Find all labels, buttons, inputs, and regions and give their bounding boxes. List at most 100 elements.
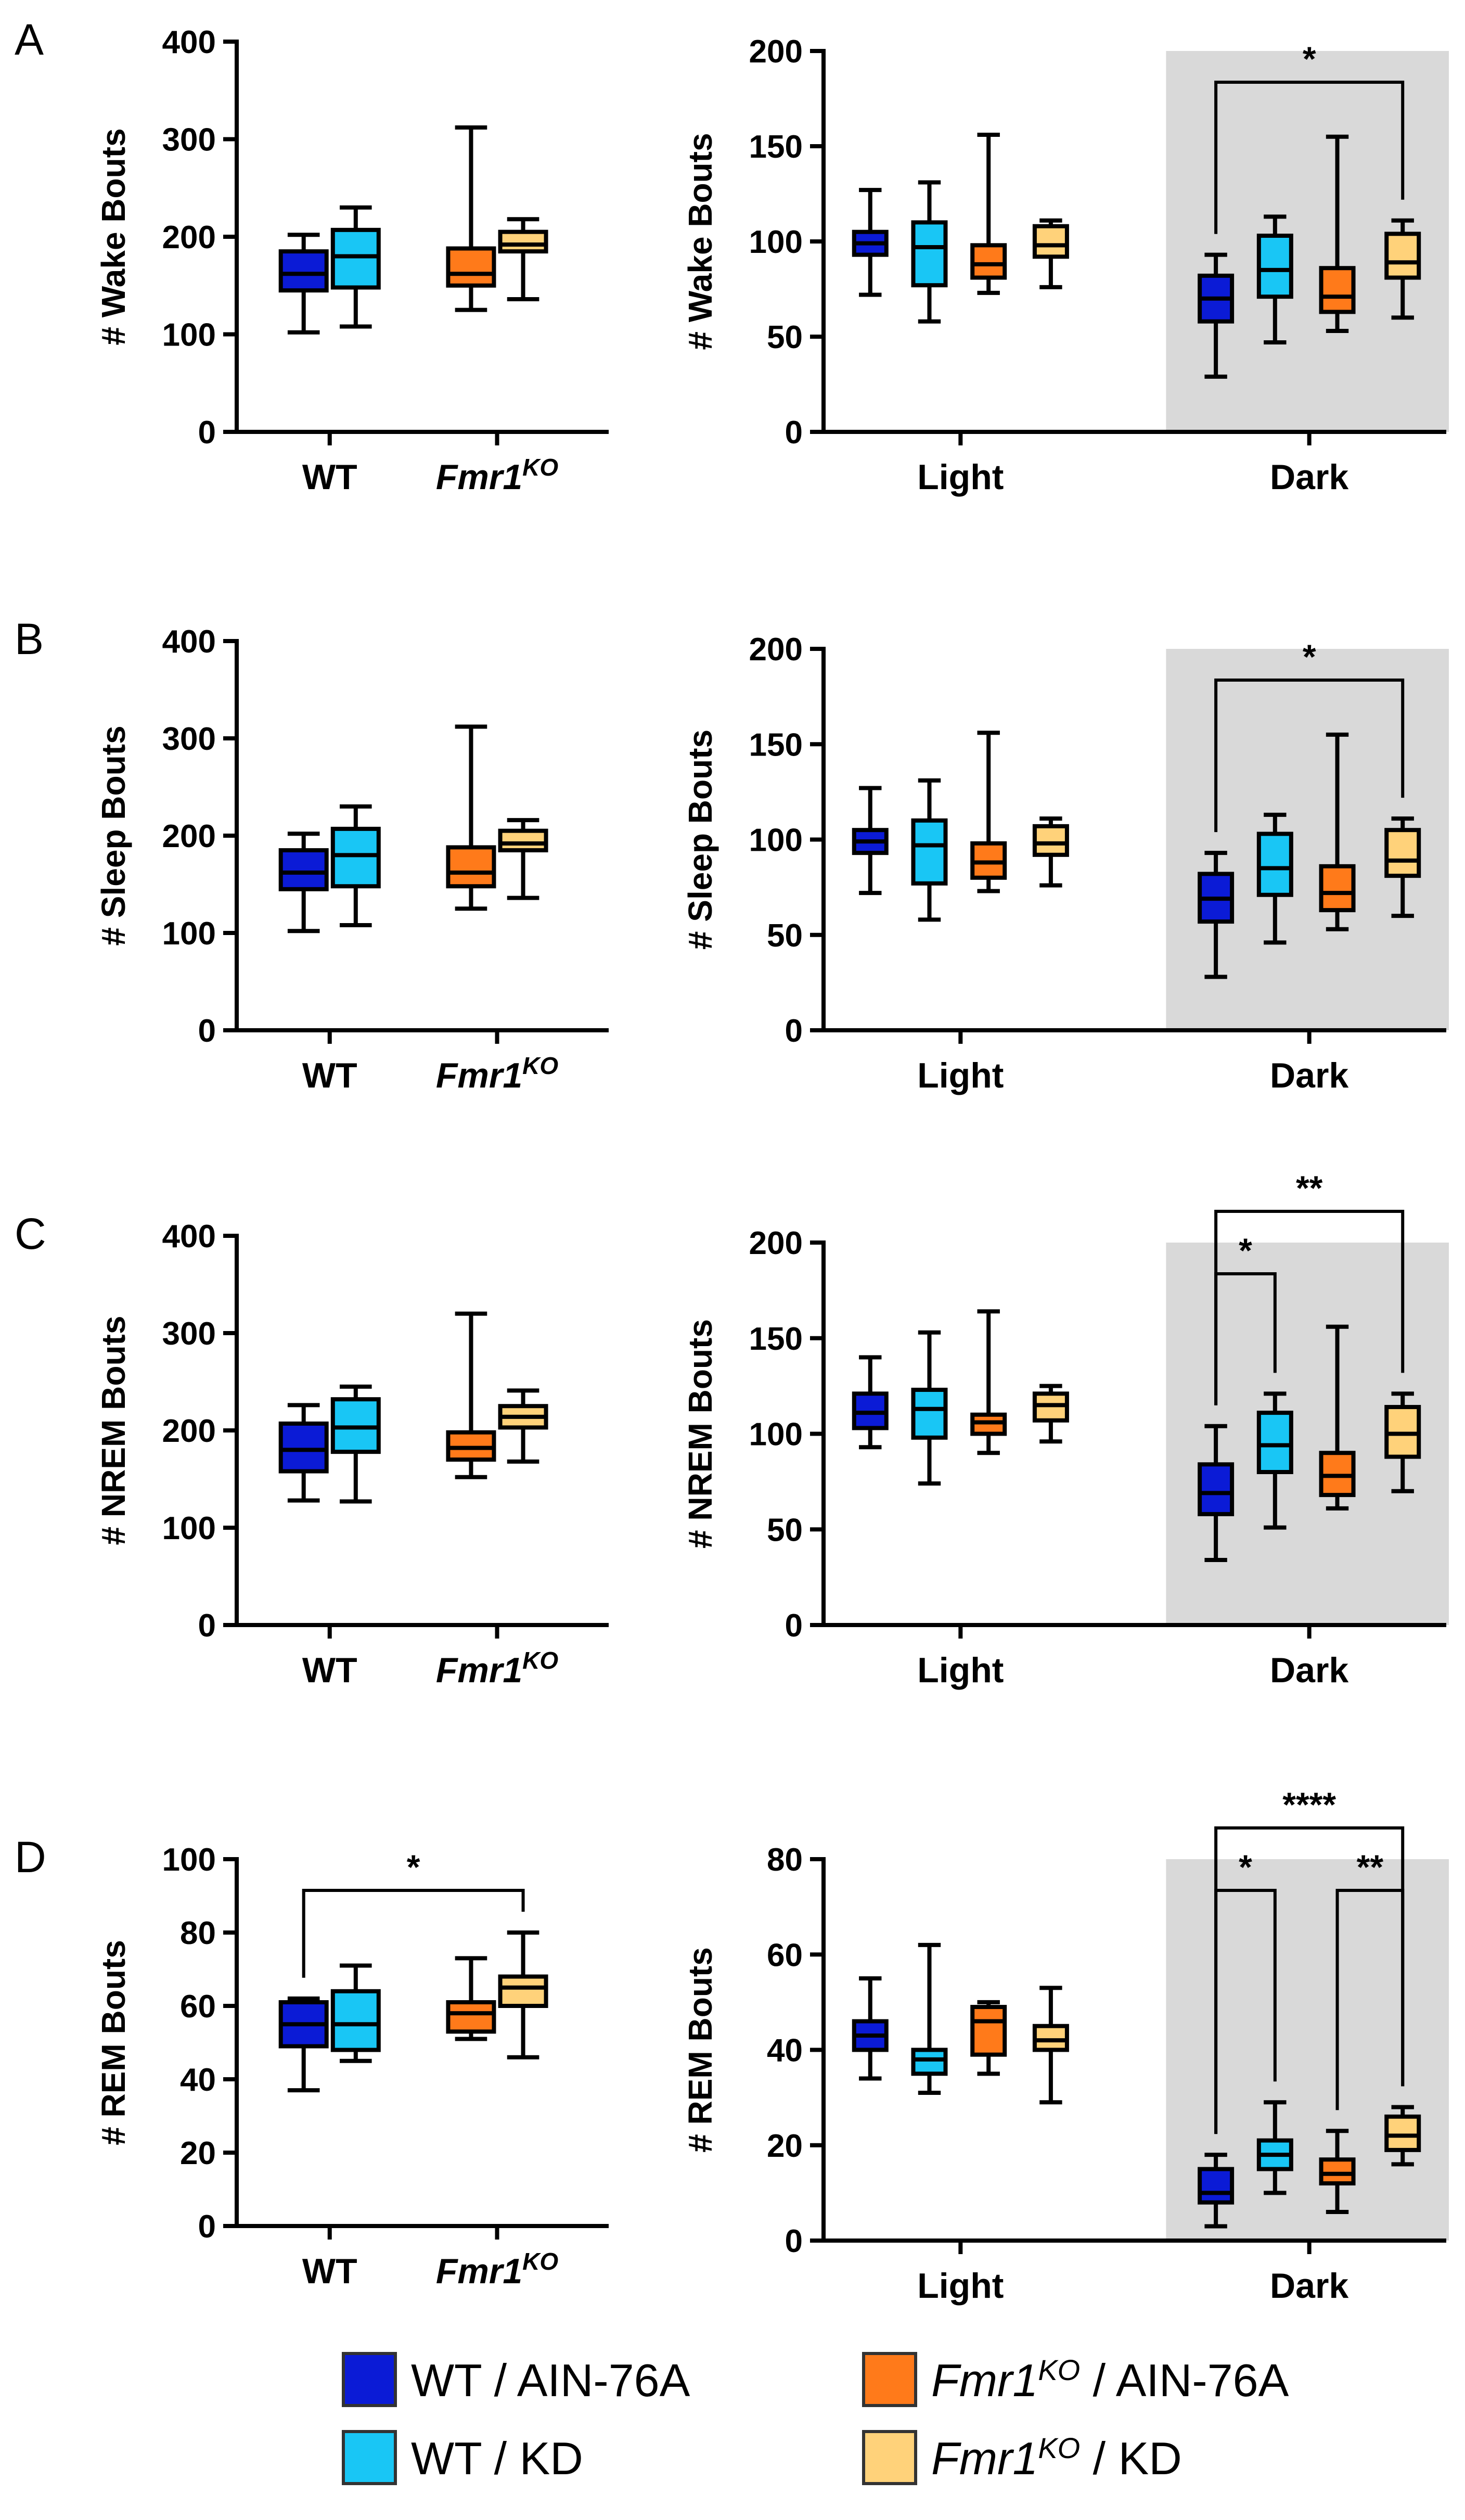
y-tick-label: 20 xyxy=(180,2135,216,2171)
box-wt-ain-76a xyxy=(1198,2153,1235,2229)
x-group-label: WT xyxy=(302,1056,357,1095)
box-fmr1ko-ain-76a xyxy=(1319,134,1356,334)
legend-label: WT / AIN-76A xyxy=(411,2355,690,2406)
box-wt-kd xyxy=(330,1963,381,2063)
box-wt-kd xyxy=(1256,2100,1293,2195)
legend-swatch xyxy=(862,2430,917,2485)
significance-label: * xyxy=(1239,1848,1252,1886)
y-tick-label: 200 xyxy=(749,34,803,70)
y-axis-title: # Wake Bouts xyxy=(682,133,719,350)
box-iqr xyxy=(911,1387,948,1440)
y-tick-label: 50 xyxy=(767,319,803,355)
box-wt-kd xyxy=(1256,214,1293,344)
legend-entry: Fmr1KO / KD xyxy=(862,2430,1182,2485)
y-tick-label: 100 xyxy=(162,1842,216,1878)
box-wt-ain-76a xyxy=(852,786,889,896)
box-iqr xyxy=(970,243,1007,280)
box-fmr1ko-ain-76a xyxy=(446,1311,496,1479)
x-group-label: Light xyxy=(917,2266,1004,2306)
box-wt-ain-76a xyxy=(852,1976,889,2081)
significance-bracket xyxy=(1214,1826,1405,2134)
box-iqr xyxy=(1384,232,1421,280)
y-tick-label: 150 xyxy=(749,129,803,165)
box-iqr xyxy=(1319,266,1356,314)
y-tick-label: 80 xyxy=(180,1915,216,1951)
y-tick-label: 100 xyxy=(749,823,803,859)
box-iqr xyxy=(278,1421,329,1474)
y-tick-label: 200 xyxy=(749,632,803,668)
chart-A-genotype: A # Wake Bouts 0 100 200 300 400 WT Fmr1KO xyxy=(15,15,609,497)
y-axis-title: # NREM Bouts xyxy=(682,1319,719,1549)
box-fmr1ko-kd xyxy=(1384,816,1421,918)
box-fmr1ko-ain-76a xyxy=(1319,2129,1356,2215)
box-fmr1ko-kd xyxy=(1032,1384,1069,1444)
box-iqr xyxy=(446,845,496,889)
x-group-label: WT xyxy=(302,457,357,497)
box-wt-kd xyxy=(911,1942,948,2095)
legend-swatch xyxy=(342,2352,397,2407)
y-tick-label: 0 xyxy=(198,2209,216,2245)
x-group-label: Light xyxy=(917,1056,1004,1095)
y-tick-label: 100 xyxy=(749,224,803,260)
box-wt-ain-76a xyxy=(278,1996,329,2093)
box-iqr xyxy=(330,1989,381,2052)
y-axis-title: # Sleep Bouts xyxy=(682,730,719,950)
box-wt-kd xyxy=(330,205,381,329)
box-iqr xyxy=(911,220,948,288)
x-group-label: Dark xyxy=(1270,457,1348,497)
box-iqr xyxy=(330,227,381,290)
box-fmr1ko-kd xyxy=(1032,1986,1069,2105)
box-fmr1ko-ain-76a xyxy=(970,2000,1007,2076)
box-iqr xyxy=(446,2000,496,2034)
box-fmr1ko-kd xyxy=(1384,218,1421,320)
box-wt-ain-76a xyxy=(278,233,329,335)
y-tick-label: 400 xyxy=(162,24,216,60)
x-group-label: WT xyxy=(302,1651,357,1690)
panel-letter: A xyxy=(15,15,44,64)
box-iqr xyxy=(1256,832,1293,897)
y-tick-label: 150 xyxy=(749,1321,803,1357)
box-wt-ain-76a xyxy=(1198,851,1235,979)
box-iqr xyxy=(1384,828,1421,878)
significance-label: **** xyxy=(1282,1785,1336,1824)
box-fmr1ko-ain-76a xyxy=(970,1309,1007,1455)
box-iqr xyxy=(498,828,548,853)
box-iqr xyxy=(1256,1411,1293,1474)
y-tick-label: 100 xyxy=(162,916,216,952)
box-wt-ain-76a xyxy=(278,832,329,933)
box-iqr xyxy=(278,848,329,891)
y-tick-label: 200 xyxy=(162,220,216,255)
box-fmr1ko-ain-76a xyxy=(1319,732,1356,931)
significance-bracket xyxy=(1214,81,1405,234)
box-fmr1ko-kd xyxy=(498,1388,548,1464)
box-fmr1ko-ain-76a xyxy=(970,133,1007,295)
panel-letter: C xyxy=(15,1209,46,1258)
y-axis-title: # NREM Bouts xyxy=(95,1316,132,1545)
x-group-label: Fmr1KO xyxy=(436,1647,559,1690)
legend-entry: WT / AIN-76A xyxy=(342,2352,690,2407)
box-iqr xyxy=(1198,2167,1235,2205)
legend-entry: Fmr1KO / AIN-76A xyxy=(862,2352,1289,2407)
box-wt-kd xyxy=(911,778,948,922)
y-tick-label: 0 xyxy=(198,415,216,451)
chart-B-genotype: B # Sleep Bouts 0 100 200 300 400 WT Fmr1KO xyxy=(15,615,609,1095)
box-iqr xyxy=(1032,824,1069,857)
legend-swatch xyxy=(862,2352,917,2407)
y-tick-label: 400 xyxy=(162,624,216,660)
x-group-label: Dark xyxy=(1270,1056,1348,1095)
panel-letter: D xyxy=(15,1833,46,1882)
y-tick-label: 20 xyxy=(767,2128,803,2164)
box-iqr xyxy=(911,2048,948,2076)
box-wt-ain-76a xyxy=(852,188,889,297)
chart-D-genotype: D # REM Bouts 0 20 40 60 80 100 WT Fmr1KO * xyxy=(15,1833,609,2291)
y-axis-title: # Sleep Bouts xyxy=(95,725,132,945)
legend-swatch xyxy=(342,2430,397,2485)
chart-B-phase: # Sleep Bouts 0 50 100 150 200 Light Dark * xyxy=(682,632,1449,1095)
legend-label: Fmr1KO / AIN-76A xyxy=(931,2353,1289,2407)
y-tick-label: 100 xyxy=(749,1417,803,1453)
y-tick-label: 300 xyxy=(162,1316,216,1352)
panel-letter: B xyxy=(15,615,44,663)
box-fmr1ko-kd xyxy=(498,1930,548,2060)
y-tick-label: 60 xyxy=(180,1989,216,2025)
box-wt-ain-76a xyxy=(1198,252,1235,379)
